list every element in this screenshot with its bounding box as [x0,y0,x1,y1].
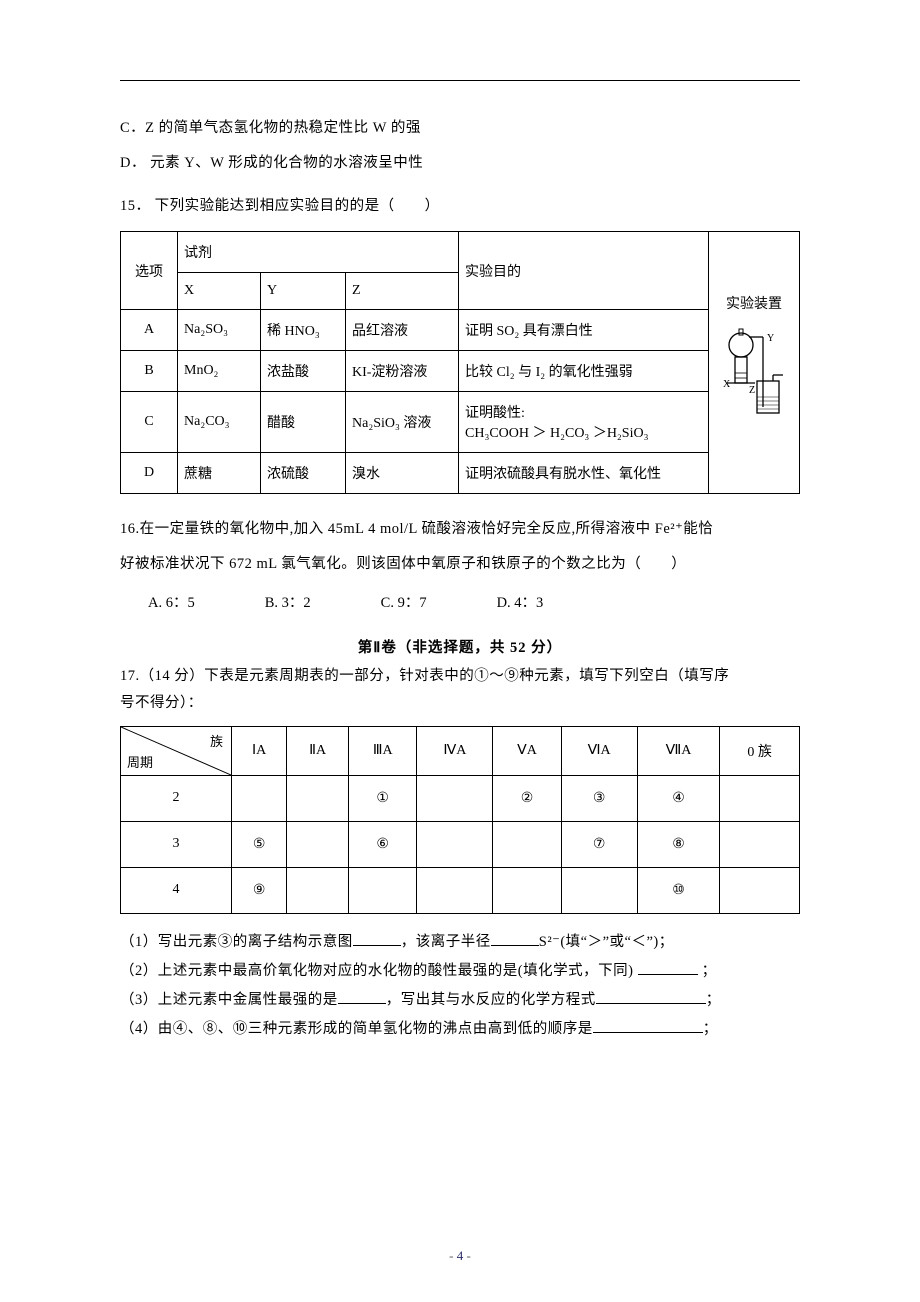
device-label: 实验装置 [715,293,793,313]
th-x: X [178,273,261,310]
th-z: Z [346,273,459,310]
table-row: B MnO₂ 浓盐酸 KI-淀粉溶液 比较 Cl₂ 与 I₂ 的氧化性强弱 [121,351,800,392]
table-row: A Na₂SO₃ 稀 HNO₃ 品红溶液 证明 SO₂ 具有漂白性 [121,310,800,351]
section2-title: 第Ⅱ卷（非选择题，共 52 分） [120,636,800,657]
q16-opt-b: B. 3：2 [265,588,311,620]
q16-opt-c: C. 9：7 [381,588,427,620]
svg-text:X: X [723,379,731,390]
q16-opt-d: D. 4：3 [497,588,544,620]
q16-options: A. 6：5 B. 3：2 C. 9：7 D. 4：3 [120,588,800,620]
blank [638,960,698,975]
blank [491,931,539,946]
q17-sub4: （4）由④、⑧、⑩三种元素形成的简单氢化物的沸点由高到低的顺序是； [120,1015,800,1044]
blank [338,989,386,1004]
option-d: D． 元素 Y、W 形成的化合物的水溶液呈中性 [120,146,800,181]
experiment-table: 选项 试剂 实验目的 实验装置 X Y [120,231,800,494]
blank [596,989,706,1004]
th-option: 选项 [121,232,178,310]
q17-line2: 号不得分）： [120,690,800,718]
blank [593,1018,703,1033]
th-reagent: 试剂 [178,232,459,273]
table-row: 3 ⑤ ⑥ ⑦ ⑧ [121,821,800,867]
pt-corner: 族 周期 [121,726,232,775]
q17-sub1: （1）写出元素③的离子结构示意图，该离子半径S²⁻(填“＞”或“＜”)； [120,928,800,957]
th-purpose: 实验目的 [459,232,709,310]
periodic-table: 族 周期 ⅠA ⅡA ⅢA ⅣA ⅤA ⅥA ⅦA 0 族 2 ① ② ③ ④ … [120,726,800,914]
q16-line2: 好被标准状况下 672 mL 氯气氧化。则该固体中氧原子和铁原子的个数之比为（ … [120,547,800,582]
table-row: D 蔗糖 浓硫酸 溴水 证明浓硫酸具有脱水性、氧化性 [121,453,800,494]
q15-stem: 15． 下列实验能达到相应实验目的的是（ ） [120,189,800,224]
option-c: C．Z 的简单气态氢化物的热稳定性比 W 的强 [120,111,800,146]
table-row: 2 ① ② ③ ④ [121,775,800,821]
svg-text:Z: Z [749,385,755,396]
th-device: 实验装置 X Y Z [709,232,800,494]
q17-sub2: （2）上述元素中最高价氧化物对应的水化物的酸性最强的是(填化学式，下同) ； [120,957,800,986]
q16-opt-a: A. 6：5 [148,588,195,620]
q17-line1: 17.（14 分）下表是元素周期表的一部分，针对表中的①～⑨种元素，填写下列空白… [120,663,800,691]
svg-text:Y: Y [767,333,774,344]
page-footer: - 4 - [0,1248,920,1264]
apparatus-icon: X Y Z [719,323,789,433]
blank [353,931,401,946]
q17-sub3: （3）上述元素中金属性最强的是，写出其与水反应的化学方程式； [120,986,800,1015]
q16-line1: 16.在一定量铁的氧化物中,加入 45mL 4 mol/L 硫酸溶液恰好完全反应… [120,512,800,547]
top-rule [120,80,800,81]
table-row: C Na₂CO₃ 醋酸 Na₂SiO₃ 溶液 证明酸性: CH₃COOH ＞ H… [121,392,800,453]
table-row: 4 ⑨ ⑩ [121,867,800,913]
th-y: Y [261,273,346,310]
